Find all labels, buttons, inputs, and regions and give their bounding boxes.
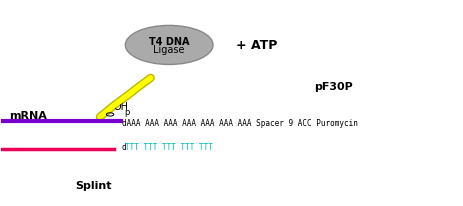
Text: d: d bbox=[122, 143, 126, 151]
Text: OH: OH bbox=[114, 101, 129, 111]
Text: pF30P: pF30P bbox=[313, 82, 352, 92]
Text: T4 DNA: T4 DNA bbox=[149, 37, 189, 47]
Text: Splint: Splint bbox=[75, 180, 111, 190]
Text: dAAA AAA AAA AAA AAA AAA AAA Spacer 9 ACC Puromycin: dAAA AAA AAA AAA AAA AAA AAA Spacer 9 AC… bbox=[122, 118, 357, 127]
Text: mRNA: mRNA bbox=[9, 110, 47, 120]
Text: TTT TTT TTT TTT TTT: TTT TTT TTT TTT TTT bbox=[125, 143, 213, 151]
Circle shape bbox=[125, 26, 213, 65]
Text: + ATP: + ATP bbox=[236, 39, 277, 52]
Text: Ligase: Ligase bbox=[153, 45, 185, 55]
Text: p: p bbox=[124, 107, 129, 116]
